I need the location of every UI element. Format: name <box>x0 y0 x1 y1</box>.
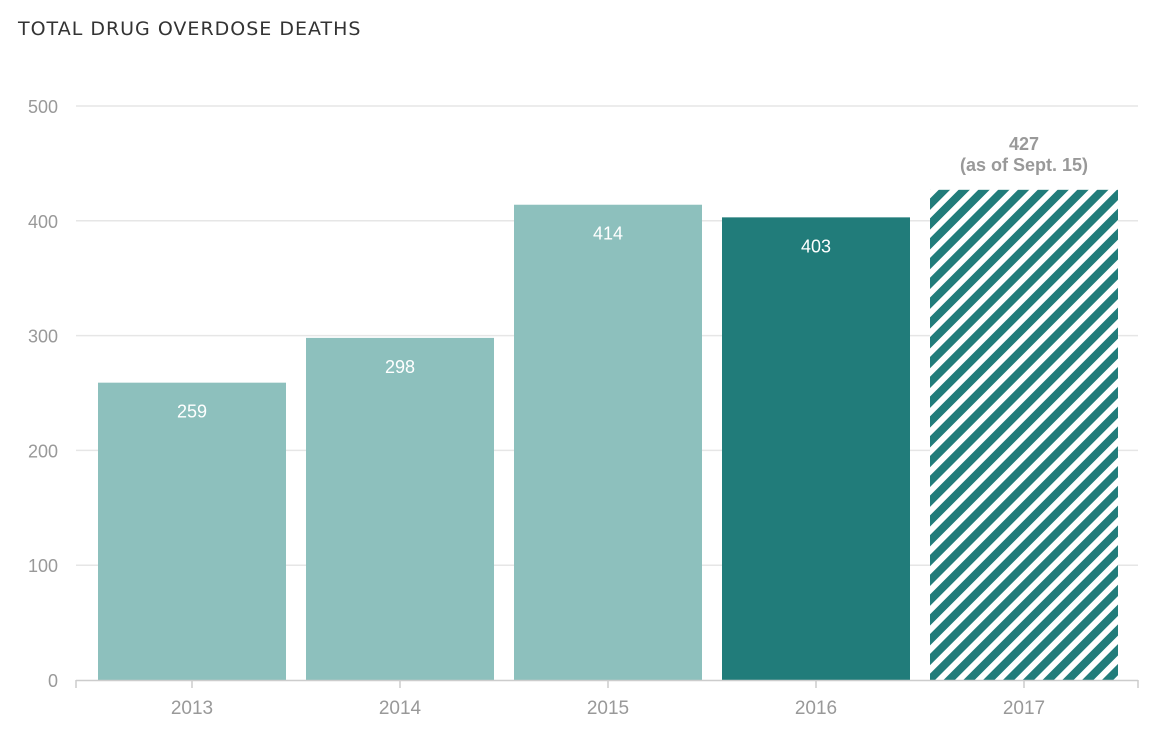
x-axis: 2013 2014 2015 2016 2017 <box>75 679 1139 719</box>
y-tick-label: 100 <box>28 556 58 576</box>
data-label-2013: 259 <box>177 402 207 422</box>
bar-2013 <box>98 382 286 680</box>
x-tick-label-2013: 2013 <box>171 698 213 719</box>
data-labels: 259 298 414 403 427(as of Sept. 15) <box>177 134 1088 422</box>
data-label-note: (as of Sept. 15) <box>960 155 1088 175</box>
bar-2016 <box>722 217 910 680</box>
bar-2017 <box>930 189 1118 680</box>
y-tick-label: 500 <box>28 97 58 117</box>
chart-title: TOTAL DRUG OVERDOSE DEATHS <box>18 18 362 40</box>
data-label-2017: 427 <box>1009 134 1039 154</box>
y-tick-label: 300 <box>28 327 58 347</box>
bars <box>98 189 1118 680</box>
x-tick-label-2016: 2016 <box>795 698 837 719</box>
y-tick-label: 0 <box>48 671 58 691</box>
x-tick-label-2017: 2017 <box>1003 698 1045 719</box>
bar-2015 <box>514 204 702 680</box>
y-axis: 0 100 200 300 400 500 <box>28 97 58 691</box>
data-label-2014: 298 <box>385 357 415 377</box>
x-tick-label-2014: 2014 <box>379 698 422 719</box>
bar-2014 <box>306 337 494 680</box>
y-tick-label: 200 <box>28 441 58 461</box>
data-label-2015: 414 <box>593 224 623 244</box>
x-tick-label-2015: 2015 <box>587 698 629 719</box>
data-label-2016: 403 <box>801 236 831 256</box>
y-tick-label: 400 <box>28 212 58 232</box>
